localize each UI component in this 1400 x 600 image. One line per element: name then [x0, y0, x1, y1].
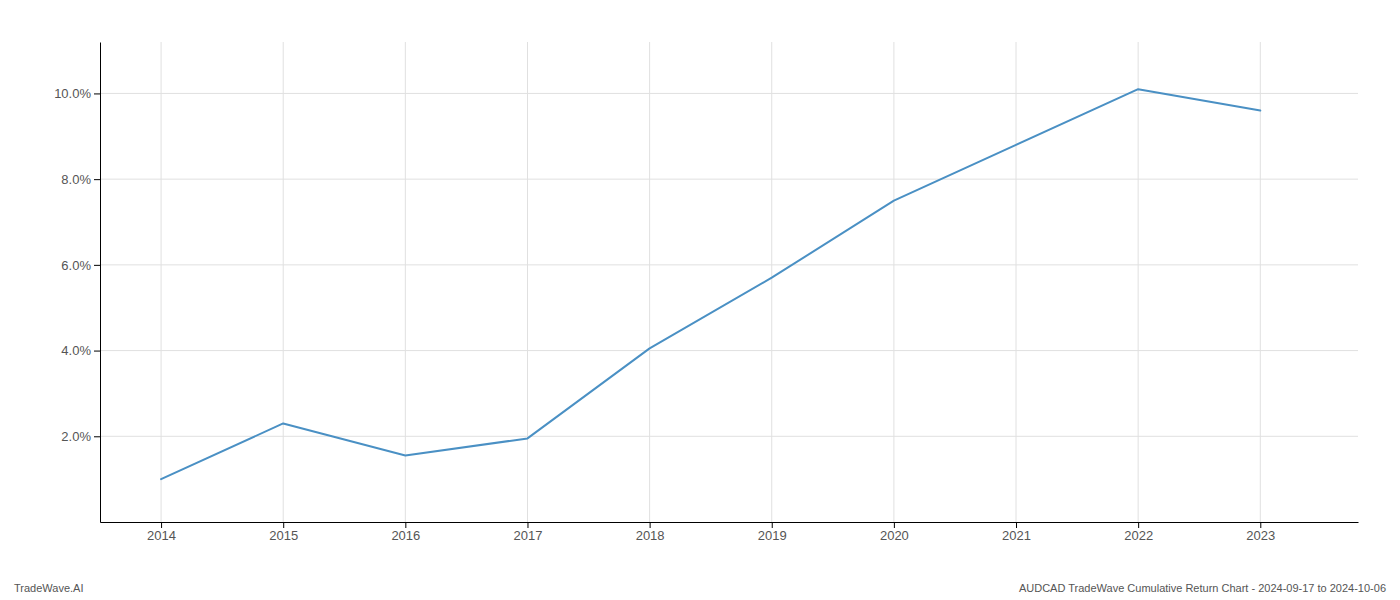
y-tick-label: 8.0% [61, 172, 91, 187]
grid-line-x [161, 42, 162, 522]
y-tick: 4.0% [61, 343, 100, 358]
x-tick-mark [1260, 522, 1261, 528]
x-tick: 2022 [1124, 522, 1153, 543]
grid-line-x [771, 42, 772, 522]
grid-line-y [100, 179, 1358, 180]
x-axis: 2014 2015 2016 2017 2018 2019 2020 2021 2022 2023 [101, 522, 1359, 543]
y-tick-mark [94, 93, 100, 94]
grid [100, 42, 1358, 522]
grid-line-x [283, 42, 284, 522]
grid-line-x [649, 42, 650, 522]
x-tick-label: 2017 [514, 528, 543, 543]
y-axis-line [100, 43, 101, 523]
footer: TradeWave.AI AUDCAD TradeWave Cumulative … [14, 582, 1386, 594]
x-tick-mark [772, 522, 773, 528]
y-tick: 8.0% [61, 172, 100, 187]
x-tick-label: 2015 [269, 528, 298, 543]
grid-line-x [893, 42, 894, 522]
y-tick-mark [94, 351, 100, 352]
x-tick: 2014 [147, 522, 176, 543]
x-tick-mark [1138, 522, 1139, 528]
x-axis-line [101, 522, 1359, 523]
x-tick-label: 2021 [1002, 528, 1031, 543]
x-tick-mark [894, 522, 895, 528]
x-tick-label: 2014 [147, 528, 176, 543]
x-tick: 2017 [514, 522, 543, 543]
y-tick: 6.0% [61, 258, 100, 273]
footer-text: TradeWave.AI [14, 582, 84, 594]
x-tick-mark [283, 522, 284, 528]
grid-line-x [1138, 42, 1139, 522]
plot-area [161, 89, 1260, 479]
x-tick-label: 2022 [1124, 528, 1153, 543]
x-tick-label: 2019 [758, 528, 787, 543]
x-tick: 2015 [269, 522, 298, 543]
y-tick: 2.0% [61, 429, 100, 444]
x-tick-label: 2023 [1246, 528, 1275, 543]
x-tick-label: 2016 [391, 528, 420, 543]
y-tick: 10.0% [54, 86, 100, 101]
grid-line-y [100, 436, 1358, 437]
y-tick-label: 4.0% [61, 343, 91, 358]
x-tick: 2023 [1246, 522, 1275, 543]
y-tick-label: 2.0% [61, 429, 91, 444]
x-tick-label: 2018 [636, 528, 665, 543]
grid-line-x [405, 42, 406, 522]
x-tick: 2018 [636, 522, 665, 543]
grid-line-y [100, 264, 1358, 265]
x-tick: 2020 [880, 522, 909, 543]
x-tick-mark [1016, 522, 1017, 528]
x-tick-mark [650, 522, 651, 528]
x-tick: 2021 [1002, 522, 1031, 543]
chart: 2014 2015 2016 2017 2018 2019 2020 2021 2022 2023… [0, 0, 1400, 600]
y-tick-mark [94, 265, 100, 266]
x-tick-mark [161, 522, 162, 528]
grid-line-x [1016, 42, 1017, 522]
y-tick-label: 6.0% [61, 258, 91, 273]
grid-line-x [527, 42, 528, 522]
x-tick: 2016 [391, 522, 420, 543]
x-tick-mark [527, 522, 528, 528]
grid-line-y [100, 350, 1358, 351]
y-tick-mark [94, 436, 100, 437]
footer-text: AUDCAD TradeWave Cumulative Return Chart… [1019, 582, 1386, 594]
y-axis: 2.0% 4.0% 6.0% 8.0% 10.0% [54, 43, 100, 523]
line [161, 89, 1260, 479]
x-tick-mark [405, 522, 406, 528]
x-tick: 2019 [758, 522, 787, 543]
x-tick-label: 2020 [880, 528, 909, 543]
grid-line-x [1260, 42, 1261, 522]
y-tick-label: 10.0% [54, 86, 91, 101]
y-tick-mark [94, 179, 100, 180]
